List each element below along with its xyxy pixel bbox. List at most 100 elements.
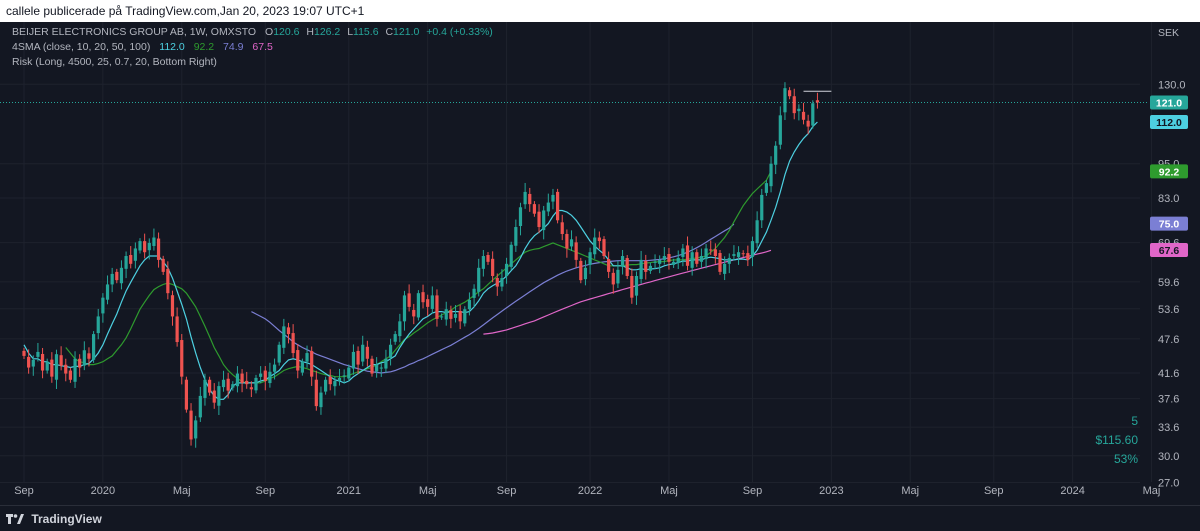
candle-down bbox=[792, 96, 796, 114]
candle-down bbox=[249, 387, 253, 390]
price-badge-label: 121.0 bbox=[1156, 97, 1182, 109]
candle-down bbox=[296, 350, 300, 371]
candle-up bbox=[750, 241, 755, 257]
footer-bar: TradingView bbox=[0, 505, 1200, 530]
candle-up bbox=[760, 194, 764, 221]
candle-up bbox=[583, 267, 588, 280]
x-tick-label: Sep bbox=[14, 485, 34, 497]
candle-up bbox=[31, 359, 35, 367]
candle-up bbox=[259, 373, 263, 377]
candle-up bbox=[36, 351, 40, 357]
price-badge-bg bbox=[1150, 164, 1188, 179]
candle-up bbox=[152, 237, 156, 246]
candle-up bbox=[523, 191, 527, 205]
candle-down bbox=[286, 327, 291, 335]
candle-down bbox=[695, 252, 699, 264]
candle-up bbox=[634, 275, 639, 296]
candle-down bbox=[421, 292, 425, 303]
candle-up bbox=[319, 392, 323, 408]
x-tick-label: 2023 bbox=[819, 485, 843, 497]
candle-down bbox=[644, 260, 648, 272]
y-tick-label: 33.6 bbox=[1158, 422, 1179, 434]
candle-down bbox=[189, 410, 193, 440]
candle-up bbox=[45, 361, 49, 371]
y-tick-label: 130.0 bbox=[1158, 79, 1186, 91]
candle-down bbox=[449, 310, 453, 319]
candle-down bbox=[212, 390, 216, 403]
price-badge: 112.0 bbox=[1150, 115, 1188, 130]
candle-up bbox=[324, 379, 328, 392]
candle-down bbox=[64, 364, 68, 374]
price-badge-label: 75.0 bbox=[1159, 219, 1180, 231]
candle-down bbox=[156, 238, 161, 260]
price-chart[interactable]: 130.095.083.069.659.653.647.641.637.633.… bbox=[0, 22, 1200, 505]
candle-up bbox=[569, 239, 574, 247]
candle-up bbox=[342, 375, 346, 377]
candle-up bbox=[639, 259, 643, 280]
candle-down bbox=[208, 379, 212, 393]
price-badge-label: 67.6 bbox=[1159, 245, 1180, 257]
candle-up bbox=[398, 321, 402, 337]
ohlc-h: 126.2 bbox=[314, 26, 340, 38]
candle-up bbox=[268, 371, 272, 384]
candle-up bbox=[653, 261, 657, 263]
x-tick-label: Sep bbox=[984, 485, 1004, 497]
candle-up bbox=[736, 252, 741, 258]
price-badge-bg bbox=[1150, 95, 1188, 110]
publisher-line: callele publicerade på TradingView.com,J… bbox=[6, 4, 365, 18]
candle-up bbox=[92, 334, 96, 360]
price-badge-bg bbox=[1150, 216, 1188, 231]
y-tick-label: 30.0 bbox=[1158, 451, 1179, 463]
candle-up bbox=[393, 334, 397, 342]
sma-label: 4SMA (close, 10, 20, 50, 100) bbox=[12, 41, 150, 53]
price-badges: 121.0 112.0 92.2 75.0 67.6 bbox=[1150, 95, 1188, 257]
sma10-line bbox=[23, 121, 818, 400]
candle-down bbox=[458, 310, 462, 322]
x-tick-label: 2020 bbox=[91, 485, 115, 497]
candle-up bbox=[300, 361, 304, 373]
candle-up bbox=[797, 108, 801, 112]
x-axis[interactable]: Sep 2020 Maj Sep 2021 Maj Sep 2022 Maj Sep 2023 Maj… bbox=[14, 485, 1160, 497]
candle-down bbox=[495, 278, 499, 287]
ohlc-h-label: H bbox=[306, 26, 314, 38]
ohlc-o-label: O bbox=[265, 26, 273, 38]
candle-up bbox=[375, 364, 379, 372]
candle-up bbox=[546, 202, 550, 212]
candle-down bbox=[574, 242, 578, 260]
candle-up bbox=[467, 299, 472, 310]
candle-up bbox=[514, 227, 518, 246]
sma50-line bbox=[251, 223, 735, 374]
candle-up bbox=[477, 267, 481, 292]
candle-down bbox=[314, 379, 318, 407]
candle-up bbox=[101, 297, 105, 314]
y-tick-label: 53.6 bbox=[1158, 304, 1179, 316]
x-tick-label: Maj bbox=[419, 485, 437, 497]
x-tick-label: 2022 bbox=[578, 485, 602, 497]
candle-up bbox=[282, 326, 286, 348]
candle-up bbox=[681, 248, 685, 257]
candle-down bbox=[87, 353, 91, 359]
candle-down bbox=[226, 378, 230, 391]
candle-up bbox=[305, 353, 309, 362]
ohlc-l: 115.6 bbox=[353, 26, 379, 38]
candle-down bbox=[240, 373, 244, 383]
candle-down bbox=[565, 233, 569, 249]
candle-up bbox=[333, 381, 337, 387]
candle-up bbox=[542, 210, 546, 231]
ohlc-c: 121.0 bbox=[393, 26, 419, 38]
candle-up bbox=[138, 241, 142, 251]
candle-up bbox=[472, 288, 476, 298]
candle-up bbox=[337, 377, 342, 382]
candle-up bbox=[732, 254, 736, 256]
candle-down bbox=[426, 299, 430, 307]
candle-up bbox=[811, 103, 815, 126]
risk-line-3: 53% bbox=[1114, 452, 1138, 466]
candle-down bbox=[22, 350, 26, 356]
candle-down bbox=[115, 271, 119, 281]
candle-down bbox=[263, 370, 267, 382]
candle-down bbox=[78, 358, 82, 368]
candle-down bbox=[815, 100, 820, 103]
ohlc-o: 120.6 bbox=[273, 26, 299, 38]
candle-up bbox=[388, 344, 393, 358]
y-axis[interactable]: 130.095.083.069.659.653.647.641.637.633.… bbox=[1158, 79, 1186, 489]
